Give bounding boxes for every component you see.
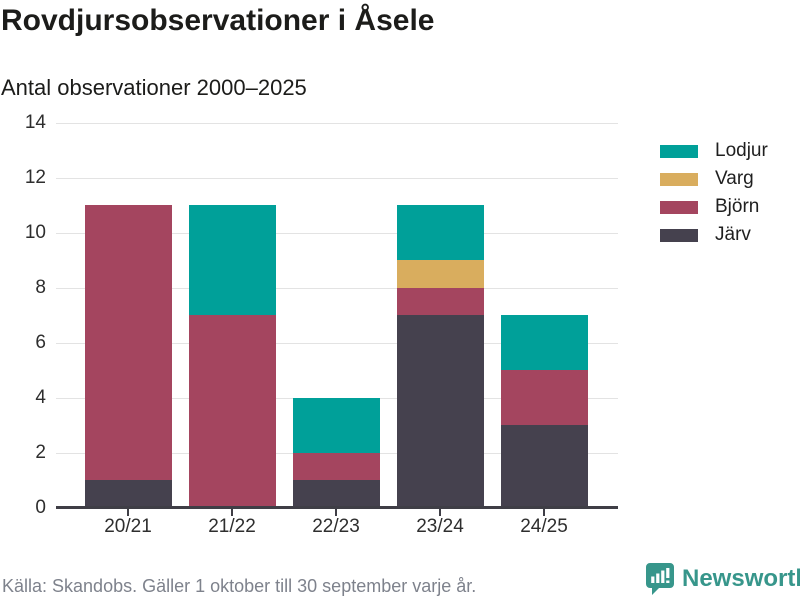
gridline-y6 [56,343,618,344]
newsworthy-logo: Newsworthy [645,562,800,596]
x-axis-tick [231,509,233,516]
bar-segment-järv-20-21 [84,480,172,508]
y-axis-tick-label: 8 [35,277,46,298]
source-note: Källa: Skandobs. Gäller 1 oktober till 3… [2,576,477,596]
bar-segment-lodjur-22-23 [292,398,380,453]
bar-segment-björn-24-25 [500,370,588,425]
bar-segment-järv-24-25 [500,425,588,508]
y-axis-tick-label: 14 [24,112,46,133]
legend-label: Lodjur [715,140,768,161]
page-title: Rovdjursobservationer i Åsele [1,4,435,37]
y-axis-tick-label: 12 [24,167,46,188]
bar-segment-lodjur-23-24 [396,205,484,260]
legend-label: Varg [715,168,754,189]
x-axis-tick-label: 23/24 [416,516,464,537]
legend-swatch [660,228,698,242]
x-axis-tick [335,509,337,516]
legend-swatch [660,200,698,214]
bar-segment-björn-22-23 [292,452,380,480]
stacked-bar-plot-area [56,123,618,509]
bar-segment-varg-23-24 [396,260,484,288]
legend-item-varg: Varg [660,168,768,189]
bar-segment-lodjur-21-22 [188,205,276,315]
gridline-y12 [56,178,618,179]
bar-segment-björn-20-21 [84,205,172,480]
x-axis-tick [127,509,129,516]
bar-segment-lodjur-24-25 [500,315,588,370]
x-axis-tick [543,509,545,516]
y-axis-tick-label: 6 [35,332,46,353]
legend-swatch [660,172,698,186]
bar-segment-järv-23-24 [396,315,484,508]
legend-swatch [660,144,698,158]
y-axis-tick-label: 10 [24,222,46,243]
legend-item-järv: Järv [660,224,768,245]
bar-segment-björn-21-22 [188,315,276,508]
page-subtitle: Antal observationer 2000–2025 [1,75,307,100]
legend-label: Björn [715,196,760,217]
gridline-y8 [56,288,618,289]
y-axis-tick-label: 2 [35,442,46,463]
legend-item-lodjur: Lodjur [660,140,768,161]
x-axis-tick-label: 24/25 [520,516,568,537]
bar-segment-järv-22-23 [292,480,380,508]
bar-chart-speech-bubble-icon [645,562,675,596]
x-axis-tick-label: 20/21 [104,516,152,537]
gridline-y10 [56,233,618,234]
gridline-y14 [56,123,618,124]
y-axis-tick-label: 0 [35,497,46,518]
y-axis-tick-label: 4 [35,387,46,408]
newsworthy-wordmark: Newsworthy [682,565,800,592]
legend-item-björn: Björn [660,196,768,217]
x-axis-tick [439,509,441,516]
chart-legend: Lodjur Varg Björn Järv [660,140,768,253]
legend-label: Järv [715,224,751,245]
x-axis-tick-label: 22/23 [312,516,360,537]
x-axis-tick-label: 21/22 [208,516,256,537]
bar-segment-björn-23-24 [396,287,484,315]
x-axis-line [56,506,618,509]
